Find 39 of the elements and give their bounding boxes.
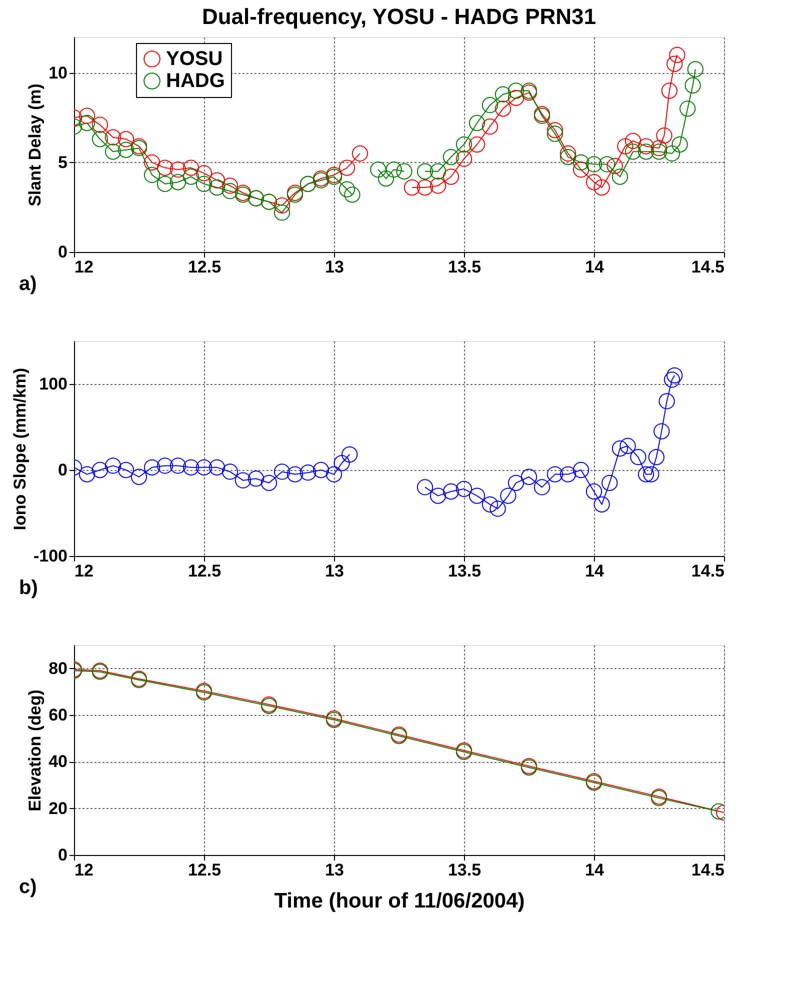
y-tick-label: 80 bbox=[48, 658, 68, 678]
y-axis-title: Iono Slope (mm/km) bbox=[10, 368, 30, 530]
x-tick-label: 12 bbox=[74, 258, 94, 276]
text: a) bbox=[19, 273, 37, 295]
y-tick-label: 0 bbox=[58, 242, 68, 262]
x-tick-label: 12.5 bbox=[188, 258, 222, 276]
legend-label: HADG bbox=[166, 70, 225, 92]
x-tick-label: 12.5 bbox=[188, 860, 222, 880]
x-tick-label: 13 bbox=[325, 258, 344, 276]
y-tick-label: 60 bbox=[48, 706, 68, 724]
x-tick-label: 14 bbox=[585, 860, 604, 880]
x-tick-label: 13.5 bbox=[448, 258, 482, 276]
x-tick-label: 12 bbox=[74, 860, 94, 880]
y-axis-title: Slant Delay (m) bbox=[26, 84, 45, 206]
x-tick-label: 14.5 bbox=[691, 258, 724, 276]
x-tick-label: 13.5 bbox=[448, 562, 482, 580]
chart-title: Dual-frequency, YOSU - HADG PRN31 bbox=[202, 4, 596, 29]
x-axis-title: Time (hour of 11/06/2004) bbox=[274, 890, 525, 912]
x-tick-label: 12 bbox=[74, 562, 94, 580]
x-tick-label: 14.5 bbox=[691, 860, 724, 880]
y-tick-label: -100 bbox=[33, 546, 68, 566]
x-tick-label: 14 bbox=[585, 562, 604, 580]
y-tick-label: 10 bbox=[48, 63, 68, 82]
x-tick-label: 12.5 bbox=[188, 562, 222, 580]
legend-label: YOSU bbox=[166, 48, 223, 70]
y-tick-label: 40 bbox=[48, 752, 68, 772]
y-tick-label: 5 bbox=[58, 152, 68, 172]
y-tick-label: 0 bbox=[58, 846, 68, 864]
y-axis-title: Elevation (deg) bbox=[26, 690, 45, 812]
x-tick-label: 14 bbox=[585, 258, 604, 276]
y-tick-label: 100 bbox=[39, 374, 68, 394]
text: c) bbox=[19, 876, 37, 898]
x-tick-label: 13.5 bbox=[448, 860, 482, 880]
x-tick-label: 13 bbox=[325, 860, 344, 880]
y-tick-label: 20 bbox=[48, 798, 68, 818]
y-tick-label: 0 bbox=[58, 460, 68, 480]
text: b) bbox=[19, 577, 38, 599]
x-tick-label: 14.5 bbox=[691, 562, 724, 580]
x-tick-label: 13 bbox=[325, 562, 344, 580]
